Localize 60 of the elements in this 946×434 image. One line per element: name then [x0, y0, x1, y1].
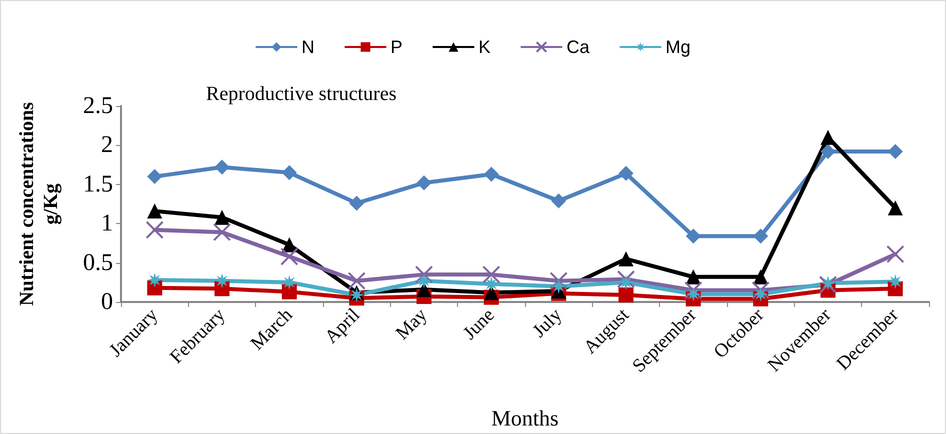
point — [753, 269, 768, 284]
point — [484, 166, 499, 182]
point — [886, 245, 904, 264]
x-tick-label: May — [392, 304, 432, 344]
x-tick-label: June — [459, 304, 499, 344]
y-tick-label: 2 — [101, 132, 113, 158]
point — [684, 281, 702, 300]
point — [753, 286, 768, 302]
point — [213, 223, 231, 242]
point — [147, 272, 162, 288]
point — [618, 274, 634, 290]
point — [482, 266, 500, 284]
legend-label: Ca — [566, 37, 590, 57]
point — [820, 144, 836, 159]
point — [686, 228, 701, 244]
point — [550, 272, 568, 290]
chart-title: Reproductive structures — [206, 83, 397, 105]
point — [416, 273, 432, 288]
point — [888, 200, 903, 216]
point — [214, 160, 230, 175]
point — [282, 165, 297, 180]
y-tick-label: 2.5 — [83, 93, 113, 119]
point — [819, 276, 837, 294]
x-tick-label: July — [528, 304, 566, 342]
y-tick-label: 1 — [101, 210, 113, 237]
point — [617, 270, 635, 288]
point — [618, 251, 634, 266]
point — [416, 175, 432, 190]
point — [214, 273, 230, 288]
point — [686, 286, 701, 302]
point — [551, 278, 566, 294]
point — [147, 169, 162, 184]
point — [484, 285, 499, 300]
point — [888, 144, 903, 159]
point — [888, 274, 903, 290]
point — [618, 287, 634, 302]
legend-label: K — [478, 37, 491, 57]
point — [686, 269, 701, 284]
point — [820, 276, 836, 291]
point — [348, 272, 366, 290]
point — [146, 220, 164, 239]
point — [551, 193, 566, 208]
point — [349, 196, 364, 211]
y-tick-label: 0.5 — [83, 250, 113, 276]
point — [820, 130, 836, 145]
legend-label: P — [390, 37, 402, 57]
point — [282, 284, 297, 300]
point — [618, 166, 634, 181]
point — [753, 228, 768, 244]
x-axis-title: Months — [491, 406, 559, 430]
y-tick-label: 1.5 — [83, 171, 113, 198]
legend-label: N — [301, 37, 314, 57]
legend-label: Mg — [666, 37, 691, 57]
point — [214, 210, 230, 225]
y-tick-label: 0 — [101, 289, 113, 315]
point — [415, 266, 433, 284]
y-axis-title: Nutrient concentrations g/Kg — [16, 102, 62, 306]
point — [147, 204, 162, 219]
point — [752, 281, 770, 300]
point — [280, 248, 298, 266]
